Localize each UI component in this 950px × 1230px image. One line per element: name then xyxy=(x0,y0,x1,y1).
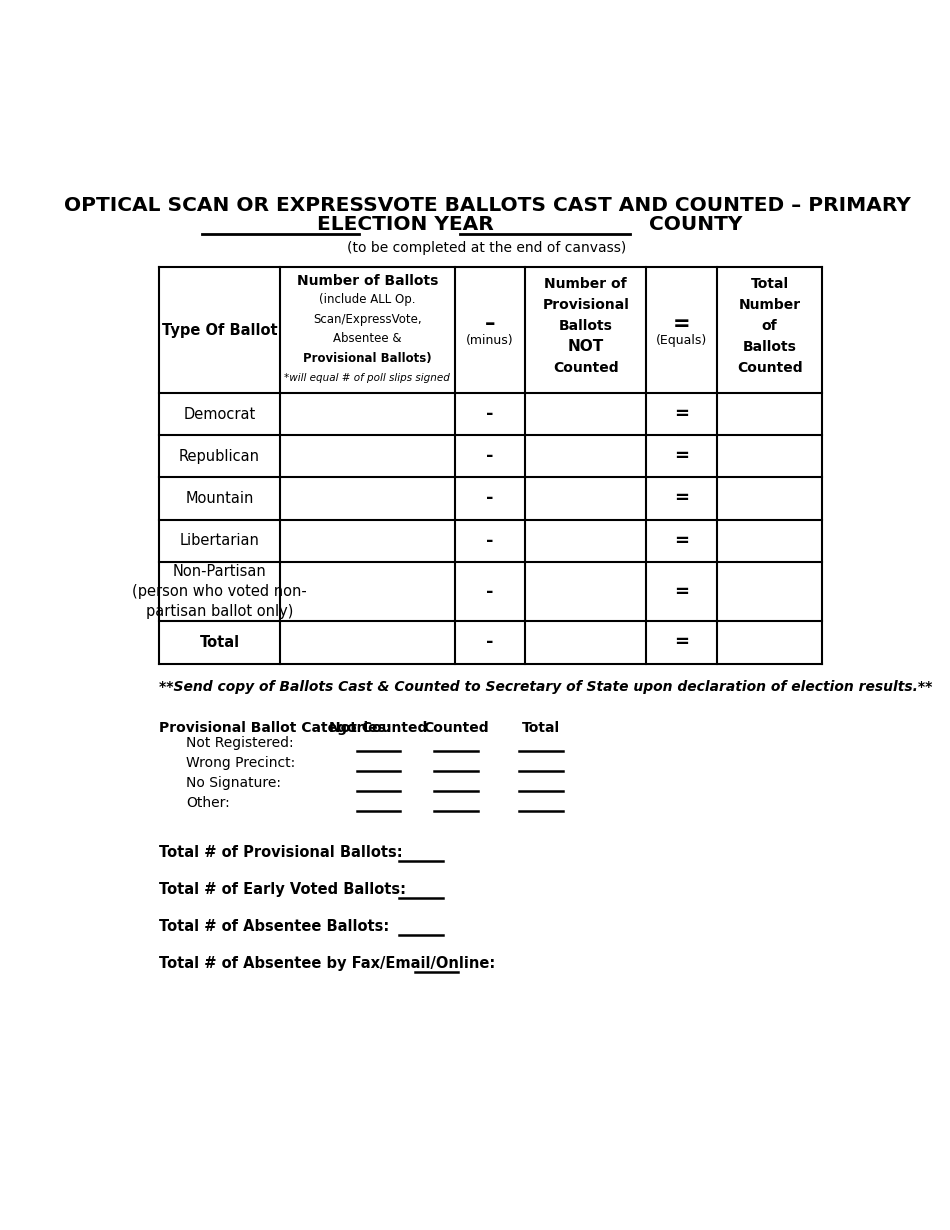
Text: Total # of Early Voted Ballots:: Total # of Early Voted Ballots: xyxy=(159,882,406,897)
Text: Republican: Republican xyxy=(179,449,260,464)
Text: -: - xyxy=(486,583,494,600)
Text: (include ALL Op.: (include ALL Op. xyxy=(319,294,416,306)
Text: COUNTY: COUNTY xyxy=(650,215,743,234)
Text: Not Counted: Not Counted xyxy=(330,721,428,736)
Text: Ballots: Ballots xyxy=(559,319,613,333)
Text: –: – xyxy=(484,314,495,333)
Text: Other:: Other: xyxy=(186,796,230,809)
Text: OPTICAL SCAN OR EXPRESSVOTE BALLOTS CAST AND COUNTED – PRIMARY: OPTICAL SCAN OR EXPRESSVOTE BALLOTS CAST… xyxy=(64,196,910,215)
Text: Counted: Counted xyxy=(737,360,803,375)
Text: Wrong Precinct:: Wrong Precinct: xyxy=(186,755,295,770)
Text: Provisional Ballots): Provisional Ballots) xyxy=(303,352,431,365)
Text: Provisional: Provisional xyxy=(542,298,629,312)
Text: =: = xyxy=(674,633,689,652)
Text: Type Of Ballot: Type Of Ballot xyxy=(162,322,277,337)
Text: Scan/ExpressVote,: Scan/ExpressVote, xyxy=(314,312,422,326)
Text: =: = xyxy=(674,490,689,508)
Text: Non-Partisan
(person who voted non-
partisan ballot only): Non-Partisan (person who voted non- part… xyxy=(132,565,307,619)
Text: Number: Number xyxy=(738,298,801,312)
Text: -: - xyxy=(486,405,494,423)
Text: Counted: Counted xyxy=(423,721,488,736)
Text: (to be completed at the end of canvass): (to be completed at the end of canvass) xyxy=(348,241,626,255)
Text: Mountain: Mountain xyxy=(185,491,254,506)
Text: No Signature:: No Signature: xyxy=(186,776,281,790)
Text: Absentee &: Absentee & xyxy=(333,332,402,346)
Text: =: = xyxy=(674,531,689,550)
Text: Total: Total xyxy=(522,721,560,736)
Text: Total # of Absentee Ballots:: Total # of Absentee Ballots: xyxy=(159,919,390,934)
Text: Total # of Absentee by Fax/Email/Online:: Total # of Absentee by Fax/Email/Online: xyxy=(159,956,495,970)
Text: =: = xyxy=(674,405,689,423)
Text: Counted: Counted xyxy=(553,360,618,375)
Text: -: - xyxy=(486,448,494,465)
Text: **Send copy of Ballots Cast & Counted to Secretary of State upon declaration of : **Send copy of Ballots Cast & Counted to… xyxy=(159,680,932,694)
Text: Provisional Ballot Categories:: Provisional Ballot Categories: xyxy=(159,721,391,736)
Text: Total: Total xyxy=(750,277,788,290)
Text: Libertarian: Libertarian xyxy=(180,533,259,549)
Text: Not Registered:: Not Registered: xyxy=(186,736,294,750)
Text: (minus): (minus) xyxy=(466,335,514,347)
Text: of: of xyxy=(762,319,777,333)
Text: (Equals): (Equals) xyxy=(656,335,707,347)
Text: =: = xyxy=(674,583,689,600)
Text: Total: Total xyxy=(200,635,239,649)
Text: Democrat: Democrat xyxy=(183,407,256,422)
Text: -: - xyxy=(486,490,494,508)
Text: -: - xyxy=(486,531,494,550)
Text: =: = xyxy=(674,448,689,465)
Text: Total # of Provisional Ballots:: Total # of Provisional Ballots: xyxy=(159,845,403,860)
Text: -: - xyxy=(486,633,494,652)
Text: =: = xyxy=(673,314,691,333)
Text: Number of: Number of xyxy=(544,277,627,290)
Text: *will equal # of poll slips signed: *will equal # of poll slips signed xyxy=(284,373,450,383)
Text: ELECTION YEAR: ELECTION YEAR xyxy=(317,215,494,234)
Text: Number of Ballots: Number of Ballots xyxy=(296,273,438,288)
Text: NOT: NOT xyxy=(567,339,604,354)
Text: Ballots: Ballots xyxy=(743,339,796,354)
